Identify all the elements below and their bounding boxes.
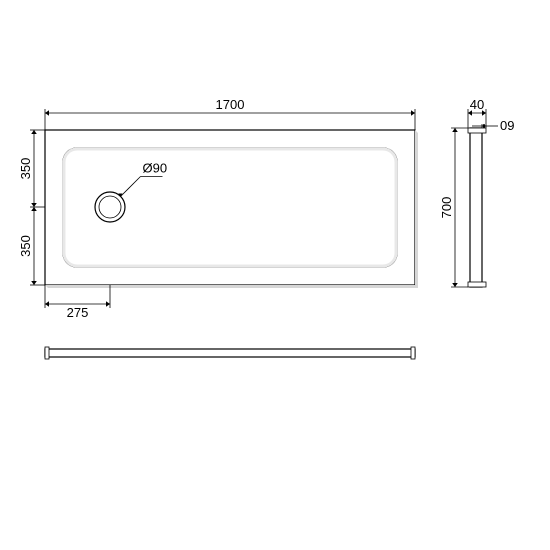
drain-dia-label: Ø90 <box>143 161 168 176</box>
side-lip-top <box>468 128 486 133</box>
svg-text:275: 275 <box>67 305 89 320</box>
front-profile <box>45 349 415 357</box>
side-body <box>470 128 482 287</box>
side-lip-label: 09 <box>500 118 514 133</box>
svg-text:1700: 1700 <box>216 97 245 112</box>
svg-text:350: 350 <box>18 235 33 257</box>
svg-text:700: 700 <box>439 197 454 219</box>
side-lip-bottom <box>468 282 486 287</box>
svg-text:40: 40 <box>470 97 484 112</box>
svg-text:350: 350 <box>18 158 33 180</box>
